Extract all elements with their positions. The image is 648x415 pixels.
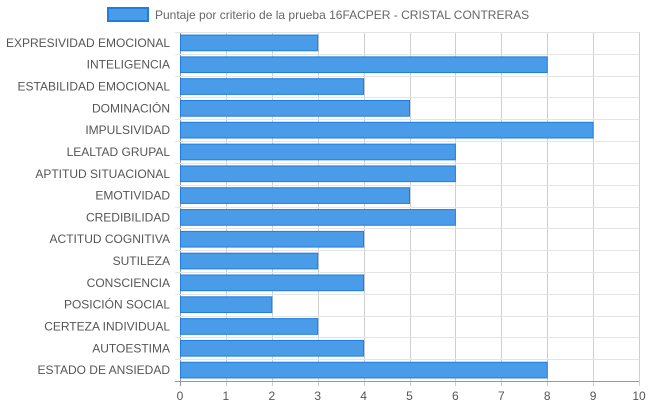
y-tick-label: CONSCIENCIA [87, 276, 170, 290]
y-tick-label: INTELIGENCIA [87, 58, 170, 72]
bar[interactable] [180, 56, 548, 74]
legend-label[interactable]: Puntaje por criterio de la prueba 16FACP… [155, 8, 529, 22]
x-tick-label: 4 [360, 389, 367, 403]
y-tick-label: LEALTAD GRUPAL [67, 145, 171, 159]
y-tick-label: EMOTIVIDAD [95, 189, 170, 203]
bar[interactable] [180, 230, 365, 248]
y-tick-label: EXPRESIVIDAD EMOCIONAL [6, 36, 170, 50]
bar[interactable] [180, 121, 594, 139]
y-tick-label: ACTITUD COGNITIVA [50, 232, 170, 246]
y-tick-label: AUTOESTIMA [92, 341, 170, 355]
bar[interactable] [180, 99, 410, 117]
bar[interactable] [180, 187, 410, 204]
y-tick-label: ESTADO DE ANSIEDAD [38, 363, 171, 377]
grid [175, 32, 640, 386]
bar[interactable] [180, 78, 365, 95]
bar[interactable] [180, 318, 319, 335]
bar[interactable] [180, 34, 319, 52]
bar[interactable] [180, 143, 456, 161]
bar[interactable] [180, 274, 365, 292]
legend-swatch[interactable] [107, 7, 149, 22]
bar[interactable] [180, 209, 456, 226]
x-tick-label: 1 [223, 389, 230, 403]
x-tick-label: 5 [406, 389, 413, 403]
y-tick-label: POSICIÓN SOCIAL [64, 297, 170, 312]
x-tick-label: 0 [177, 389, 184, 403]
x-tick-label: 7 [498, 389, 505, 403]
bar[interactable] [180, 339, 365, 357]
x-tick-label: 3 [314, 389, 321, 403]
bar[interactable] [180, 165, 456, 183]
y-tick-label: CREDIBILIDAD [86, 210, 170, 224]
bar[interactable] [180, 252, 319, 270]
x-tick-label: 10 [632, 389, 646, 403]
y-tick-label: DOMINACIÓN [92, 100, 170, 115]
y-tick-label: ESTABILIDAD EMOCIONAL [18, 80, 171, 94]
x-tick-label: 6 [452, 389, 459, 403]
y-tick-label: CERTEZA INDIVIDUAL [44, 319, 170, 333]
legend[interactable]: Puntaje por criterio de la prueba 16FACP… [107, 7, 529, 22]
x-tick-label: 9 [590, 389, 597, 403]
bar[interactable] [180, 296, 273, 314]
y-tick-label: IMPULSIVIDAD [85, 123, 170, 137]
y-axis-labels: EXPRESIVIDAD EMOCIONAL INTELIGENCIA ESTABI… [6, 36, 170, 377]
y-tick-label: APTITUD SITUACIONAL [35, 167, 170, 181]
bars [180, 34, 594, 379]
x-tick-label: 8 [544, 389, 551, 403]
x-axis-labels: 0 1 2 3 4 5 6 7 8 9 10 [177, 389, 646, 403]
x-tick-label: 2 [268, 389, 275, 403]
y-tick-label: SUTILEZA [113, 254, 170, 268]
bar[interactable] [180, 361, 548, 379]
